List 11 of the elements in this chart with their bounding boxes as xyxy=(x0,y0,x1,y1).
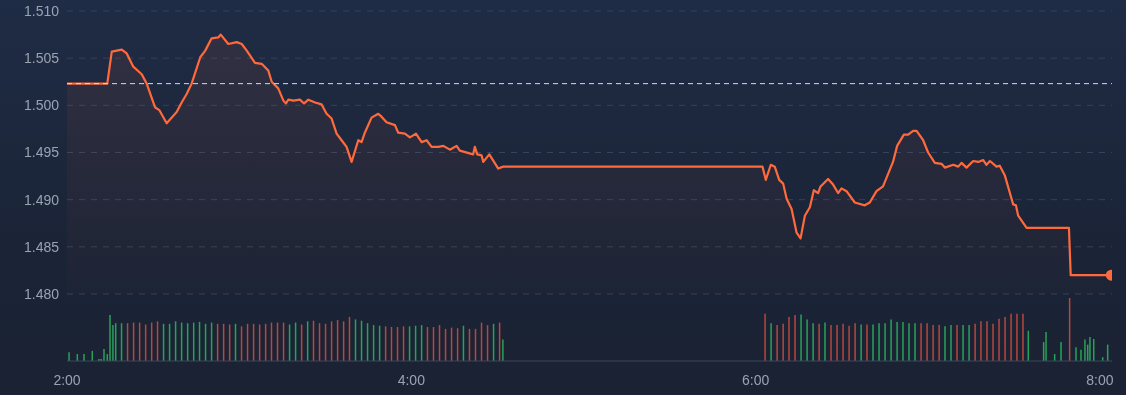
y-tick-label: 1.510 xyxy=(23,2,60,19)
x-tick-label: 8:00 xyxy=(1086,371,1114,388)
x-tick-label: 2:00 xyxy=(53,371,81,388)
x-tick-label: 6:00 xyxy=(742,371,770,388)
y-tick-label: 1.495 xyxy=(23,144,60,161)
y-tick-label: 1.505 xyxy=(23,50,60,67)
y-tick-label: 1.490 xyxy=(23,191,60,208)
y-tick-label: 1.500 xyxy=(23,97,60,114)
y-tick-label: 1.480 xyxy=(23,285,60,302)
x-tick-label: 4:00 xyxy=(397,371,426,388)
y-tick-label: 1.485 xyxy=(23,238,60,255)
